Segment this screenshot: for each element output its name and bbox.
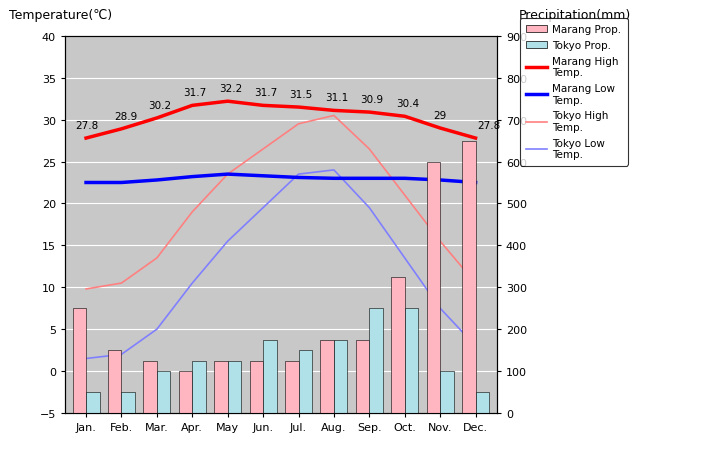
Marang Low
Temp.: [400, 176, 409, 182]
Line: Marang Low
Temp.: Marang Low Temp.: [86, 175, 475, 183]
Tokyo Low
Temp.: [117, 352, 126, 357]
Bar: [440, 371, 454, 413]
Tokyo Low
Temp.: [330, 168, 338, 174]
Marang High
Temp.: [471, 136, 480, 141]
Line: Tokyo Low
Temp.: Tokyo Low Temp.: [86, 171, 475, 359]
Text: 32.2: 32.2: [219, 84, 242, 94]
Text: 31.7: 31.7: [254, 88, 277, 98]
Text: 30.9: 30.9: [361, 95, 384, 105]
Marang High
Temp.: [223, 99, 232, 105]
Tokyo High
Temp.: [117, 281, 126, 286]
Bar: [215, 361, 228, 413]
Bar: [391, 277, 405, 413]
Bar: [427, 162, 440, 413]
Marang Low
Temp.: [436, 178, 444, 183]
Tokyo High
Temp.: [223, 172, 232, 178]
Marang High
Temp.: [294, 105, 303, 111]
Marang High
Temp.: [188, 103, 197, 109]
Marang High
Temp.: [117, 127, 126, 132]
Tokyo Low
Temp.: [188, 281, 197, 286]
Marang High
Temp.: [330, 108, 338, 114]
Marang Low
Temp.: [365, 176, 374, 182]
Text: Temperature(℃): Temperature(℃): [9, 9, 112, 22]
Marang Low
Temp.: [223, 172, 232, 178]
Tokyo Low
Temp.: [153, 327, 161, 332]
Marang High
Temp.: [436, 126, 444, 131]
Marang High
Temp.: [365, 110, 374, 116]
Marang Low
Temp.: [294, 175, 303, 181]
Marang High
Temp.: [400, 114, 409, 120]
Text: 27.8: 27.8: [477, 121, 500, 131]
Bar: [179, 371, 192, 413]
Tokyo High
Temp.: [471, 281, 480, 286]
Bar: [475, 392, 489, 413]
Text: 30.2: 30.2: [148, 101, 171, 111]
Bar: [356, 340, 369, 413]
Tokyo High
Temp.: [365, 147, 374, 152]
Marang Low
Temp.: [471, 180, 480, 186]
Marang High
Temp.: [258, 103, 267, 109]
Line: Marang High
Temp.: Marang High Temp.: [86, 102, 475, 139]
Tokyo High
Temp.: [436, 239, 444, 244]
Tokyo High
Temp.: [82, 286, 91, 292]
Bar: [334, 340, 347, 413]
Tokyo High
Temp.: [258, 147, 267, 152]
Tokyo Low
Temp.: [258, 206, 267, 211]
Tokyo High
Temp.: [153, 256, 161, 261]
Marang Low
Temp.: [330, 176, 338, 182]
Tokyo Low
Temp.: [82, 356, 91, 362]
Text: 31.7: 31.7: [184, 88, 207, 98]
Bar: [299, 350, 312, 413]
Text: Precipitation(mm): Precipitation(mm): [518, 9, 631, 22]
Bar: [108, 350, 122, 413]
Tokyo High
Temp.: [400, 193, 409, 198]
Bar: [405, 308, 418, 413]
Marang Low
Temp.: [117, 180, 126, 186]
Text: 28.9: 28.9: [114, 112, 138, 122]
Tokyo High
Temp.: [294, 122, 303, 127]
Bar: [143, 361, 157, 413]
Bar: [462, 141, 475, 413]
Text: 29: 29: [433, 111, 446, 121]
Text: 31.1: 31.1: [325, 93, 348, 103]
Bar: [157, 371, 171, 413]
Bar: [86, 392, 99, 413]
Marang Low
Temp.: [82, 180, 91, 186]
Marang High
Temp.: [153, 116, 161, 122]
Tokyo High
Temp.: [330, 113, 338, 119]
Tokyo Low
Temp.: [436, 306, 444, 311]
Bar: [73, 308, 86, 413]
Tokyo Low
Temp.: [223, 239, 232, 244]
Marang Low
Temp.: [188, 174, 197, 180]
Bar: [192, 361, 206, 413]
Text: 27.8: 27.8: [76, 121, 99, 131]
Bar: [320, 340, 334, 413]
Line: Tokyo High
Temp.: Tokyo High Temp.: [86, 116, 475, 289]
Marang Low
Temp.: [258, 174, 267, 179]
Tokyo Low
Temp.: [400, 256, 409, 261]
Tokyo Low
Temp.: [294, 172, 303, 178]
Legend: Marang Prop., Tokyo Prop., Marang High
Temp., Marang Low
Temp., Tokyo High
Temp.: Marang Prop., Tokyo Prop., Marang High T…: [520, 19, 628, 166]
Bar: [250, 361, 263, 413]
Text: 31.5: 31.5: [289, 90, 313, 100]
Bar: [122, 392, 135, 413]
Text: 30.4: 30.4: [396, 99, 419, 109]
Marang High
Temp.: [82, 136, 91, 141]
Bar: [369, 308, 383, 413]
Tokyo Low
Temp.: [365, 206, 374, 211]
Tokyo High
Temp.: [188, 210, 197, 215]
Bar: [285, 361, 299, 413]
Marang Low
Temp.: [153, 178, 161, 183]
Tokyo Low
Temp.: [471, 343, 480, 349]
Bar: [228, 361, 241, 413]
Bar: [263, 340, 276, 413]
